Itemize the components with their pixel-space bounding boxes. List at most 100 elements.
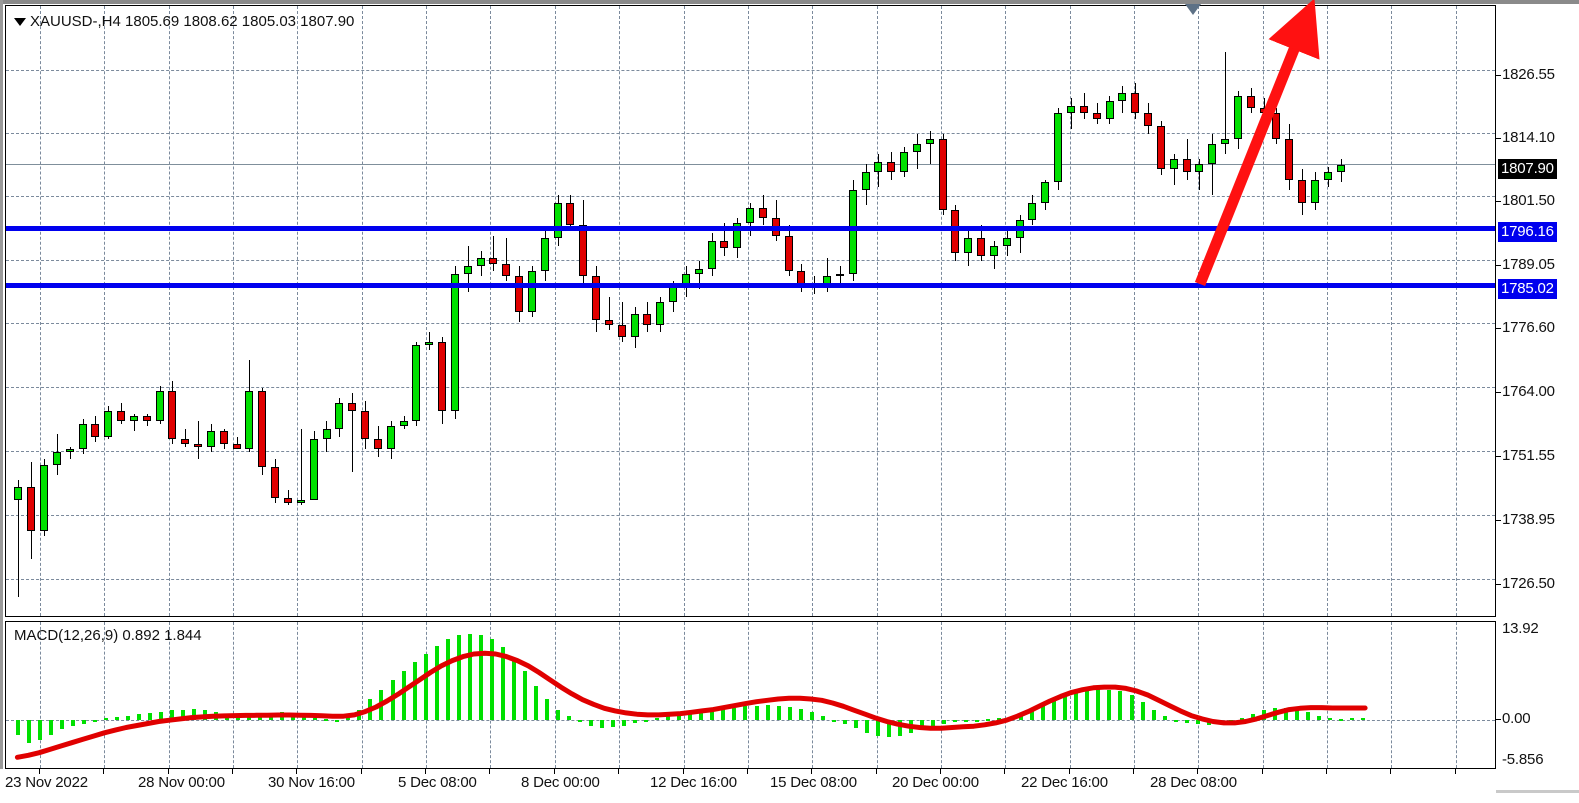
candle-body [990, 245, 998, 256]
vertical-gridline [1005, 622, 1007, 768]
vertical-gridline [747, 6, 749, 616]
candle-body [849, 189, 857, 274]
time-axis[interactable]: 23 Nov 2022 28 Nov 00:00 30 Nov 16:00 5 Dec… [0, 769, 1496, 803]
macd-histogram-bar [1339, 718, 1343, 721]
macd-indicator-pane[interactable]: MACD(12,26,9) 0.892 1.844 [5, 621, 1496, 769]
vertical-gridline [490, 6, 492, 616]
time-axis-tick-mark [1068, 769, 1070, 774]
horizontal-gridline [6, 70, 1495, 71]
macd-histogram-bar [192, 708, 196, 721]
candle-body [245, 390, 253, 450]
macd-histogram-bar [523, 671, 527, 721]
candle-body [400, 421, 408, 427]
macd-histogram-bar [479, 635, 483, 721]
price-chart-pane[interactable]: XAUUSD-,H4 1805.69 1808.62 1805.03 1807.… [5, 5, 1496, 617]
vertical-gridline [876, 622, 878, 768]
time-axis-tick-mark [425, 769, 427, 774]
candle-body [1298, 179, 1306, 203]
macd-histogram-bar [435, 646, 439, 721]
macd-histogram-bar [512, 657, 516, 721]
vertical-gridline [233, 622, 235, 768]
candle-body [1041, 182, 1049, 203]
time-axis-tick-label: 28 Dec 08:00 [1150, 774, 1237, 791]
price-level-label-2[interactable]: 1785.02 [1498, 279, 1557, 299]
macd-histogram-bar [1295, 708, 1299, 721]
candle-wick [622, 301, 623, 343]
candle-body [1093, 113, 1101, 119]
candle-wick [134, 413, 135, 432]
time-axis-tick-mark [1390, 769, 1392, 774]
vertical-gridline [876, 6, 878, 616]
candle-wick [1212, 133, 1213, 195]
macd-plot-area[interactable] [6, 622, 1495, 768]
time-axis-tick-mark [39, 769, 40, 774]
macd-histogram-bar [931, 720, 935, 727]
vertical-gridline [683, 6, 685, 616]
macd-histogram-bar [424, 653, 428, 721]
macd-histogram-bar [1130, 695, 1134, 721]
candle-body [515, 276, 523, 312]
vertical-gridline [1455, 6, 1457, 616]
price-axis[interactable]: 1826.55 1814.10 1801.50 1789.05 1776.60 1764.… [1496, 5, 1579, 617]
macd-histogram-bar [920, 720, 924, 730]
horizontal-gridline [6, 579, 1495, 580]
price-level-line-1[interactable] [6, 226, 1495, 231]
macd-histogram-bar [1284, 707, 1288, 721]
price-plot-area[interactable] [6, 6, 1495, 616]
macd-histogram-bar [1196, 720, 1200, 725]
price-level-line-2[interactable] [6, 283, 1495, 288]
candle-wick [609, 296, 610, 330]
candle-body [1285, 138, 1293, 180]
macd-histogram-bar [1152, 709, 1156, 721]
macd-histogram-bar [777, 705, 781, 721]
macd-histogram-bar [1107, 689, 1111, 721]
vertical-gridline [1455, 622, 1457, 768]
vertical-gridline [619, 622, 621, 768]
macd-histogram-bar [302, 715, 306, 721]
macd-histogram-bar [335, 719, 339, 722]
macd-histogram-bar [854, 720, 858, 729]
vertical-gridline [168, 6, 170, 616]
vertical-gridline [1391, 6, 1393, 616]
macd-histogram-bar [887, 720, 891, 738]
candle-body [862, 172, 870, 190]
candle-body [1028, 202, 1036, 221]
candle-wick [917, 133, 918, 170]
macd-histogram-bar [1317, 715, 1321, 721]
macd-axis[interactable]: 13.92 0.00 -5.856 [1495, 620, 1579, 769]
time-axis-tick-mark [232, 769, 234, 774]
price-level-label-1[interactable]: 1796.16 [1498, 222, 1557, 242]
candle-body [374, 439, 382, 450]
candle-body [40, 464, 48, 531]
candle-body [656, 301, 664, 325]
candle-body [451, 273, 459, 412]
horizontal-gridline [6, 387, 1495, 388]
time-axis-tick-mark [746, 769, 748, 774]
time-axis-tick-mark [618, 769, 620, 774]
macd-histogram-bar [876, 720, 880, 737]
macd-histogram-bar [27, 720, 31, 743]
macd-histogram-bar [468, 634, 472, 721]
macd-histogram-bar [1030, 708, 1034, 721]
candle-body [310, 439, 318, 501]
vertical-gridline [683, 622, 685, 768]
time-axis-tick-mark [1454, 769, 1456, 774]
price-axis-tick-label: 1801.50 [1496, 192, 1555, 209]
time-axis-tick-label: 22 Dec 16:00 [1021, 774, 1108, 791]
triangle-down-icon[interactable] [14, 18, 26, 26]
vertical-gridline [554, 622, 556, 768]
macd-histogram-bar [1074, 691, 1078, 721]
macd-histogram-bar [324, 718, 328, 721]
macd-histogram-bar [159, 712, 163, 721]
macd-zero-line [6, 720, 1495, 722]
vertical-gridline [1198, 622, 1200, 768]
candle-body [271, 467, 279, 498]
horizontal-gridline [6, 515, 1495, 516]
macd-histogram-bar [1361, 717, 1365, 721]
macd-histogram-bar [699, 711, 703, 721]
vertical-gridline [812, 6, 814, 616]
candle-body [91, 423, 99, 437]
macd-histogram-bar [942, 720, 946, 725]
macd-histogram-bar [1085, 689, 1089, 721]
